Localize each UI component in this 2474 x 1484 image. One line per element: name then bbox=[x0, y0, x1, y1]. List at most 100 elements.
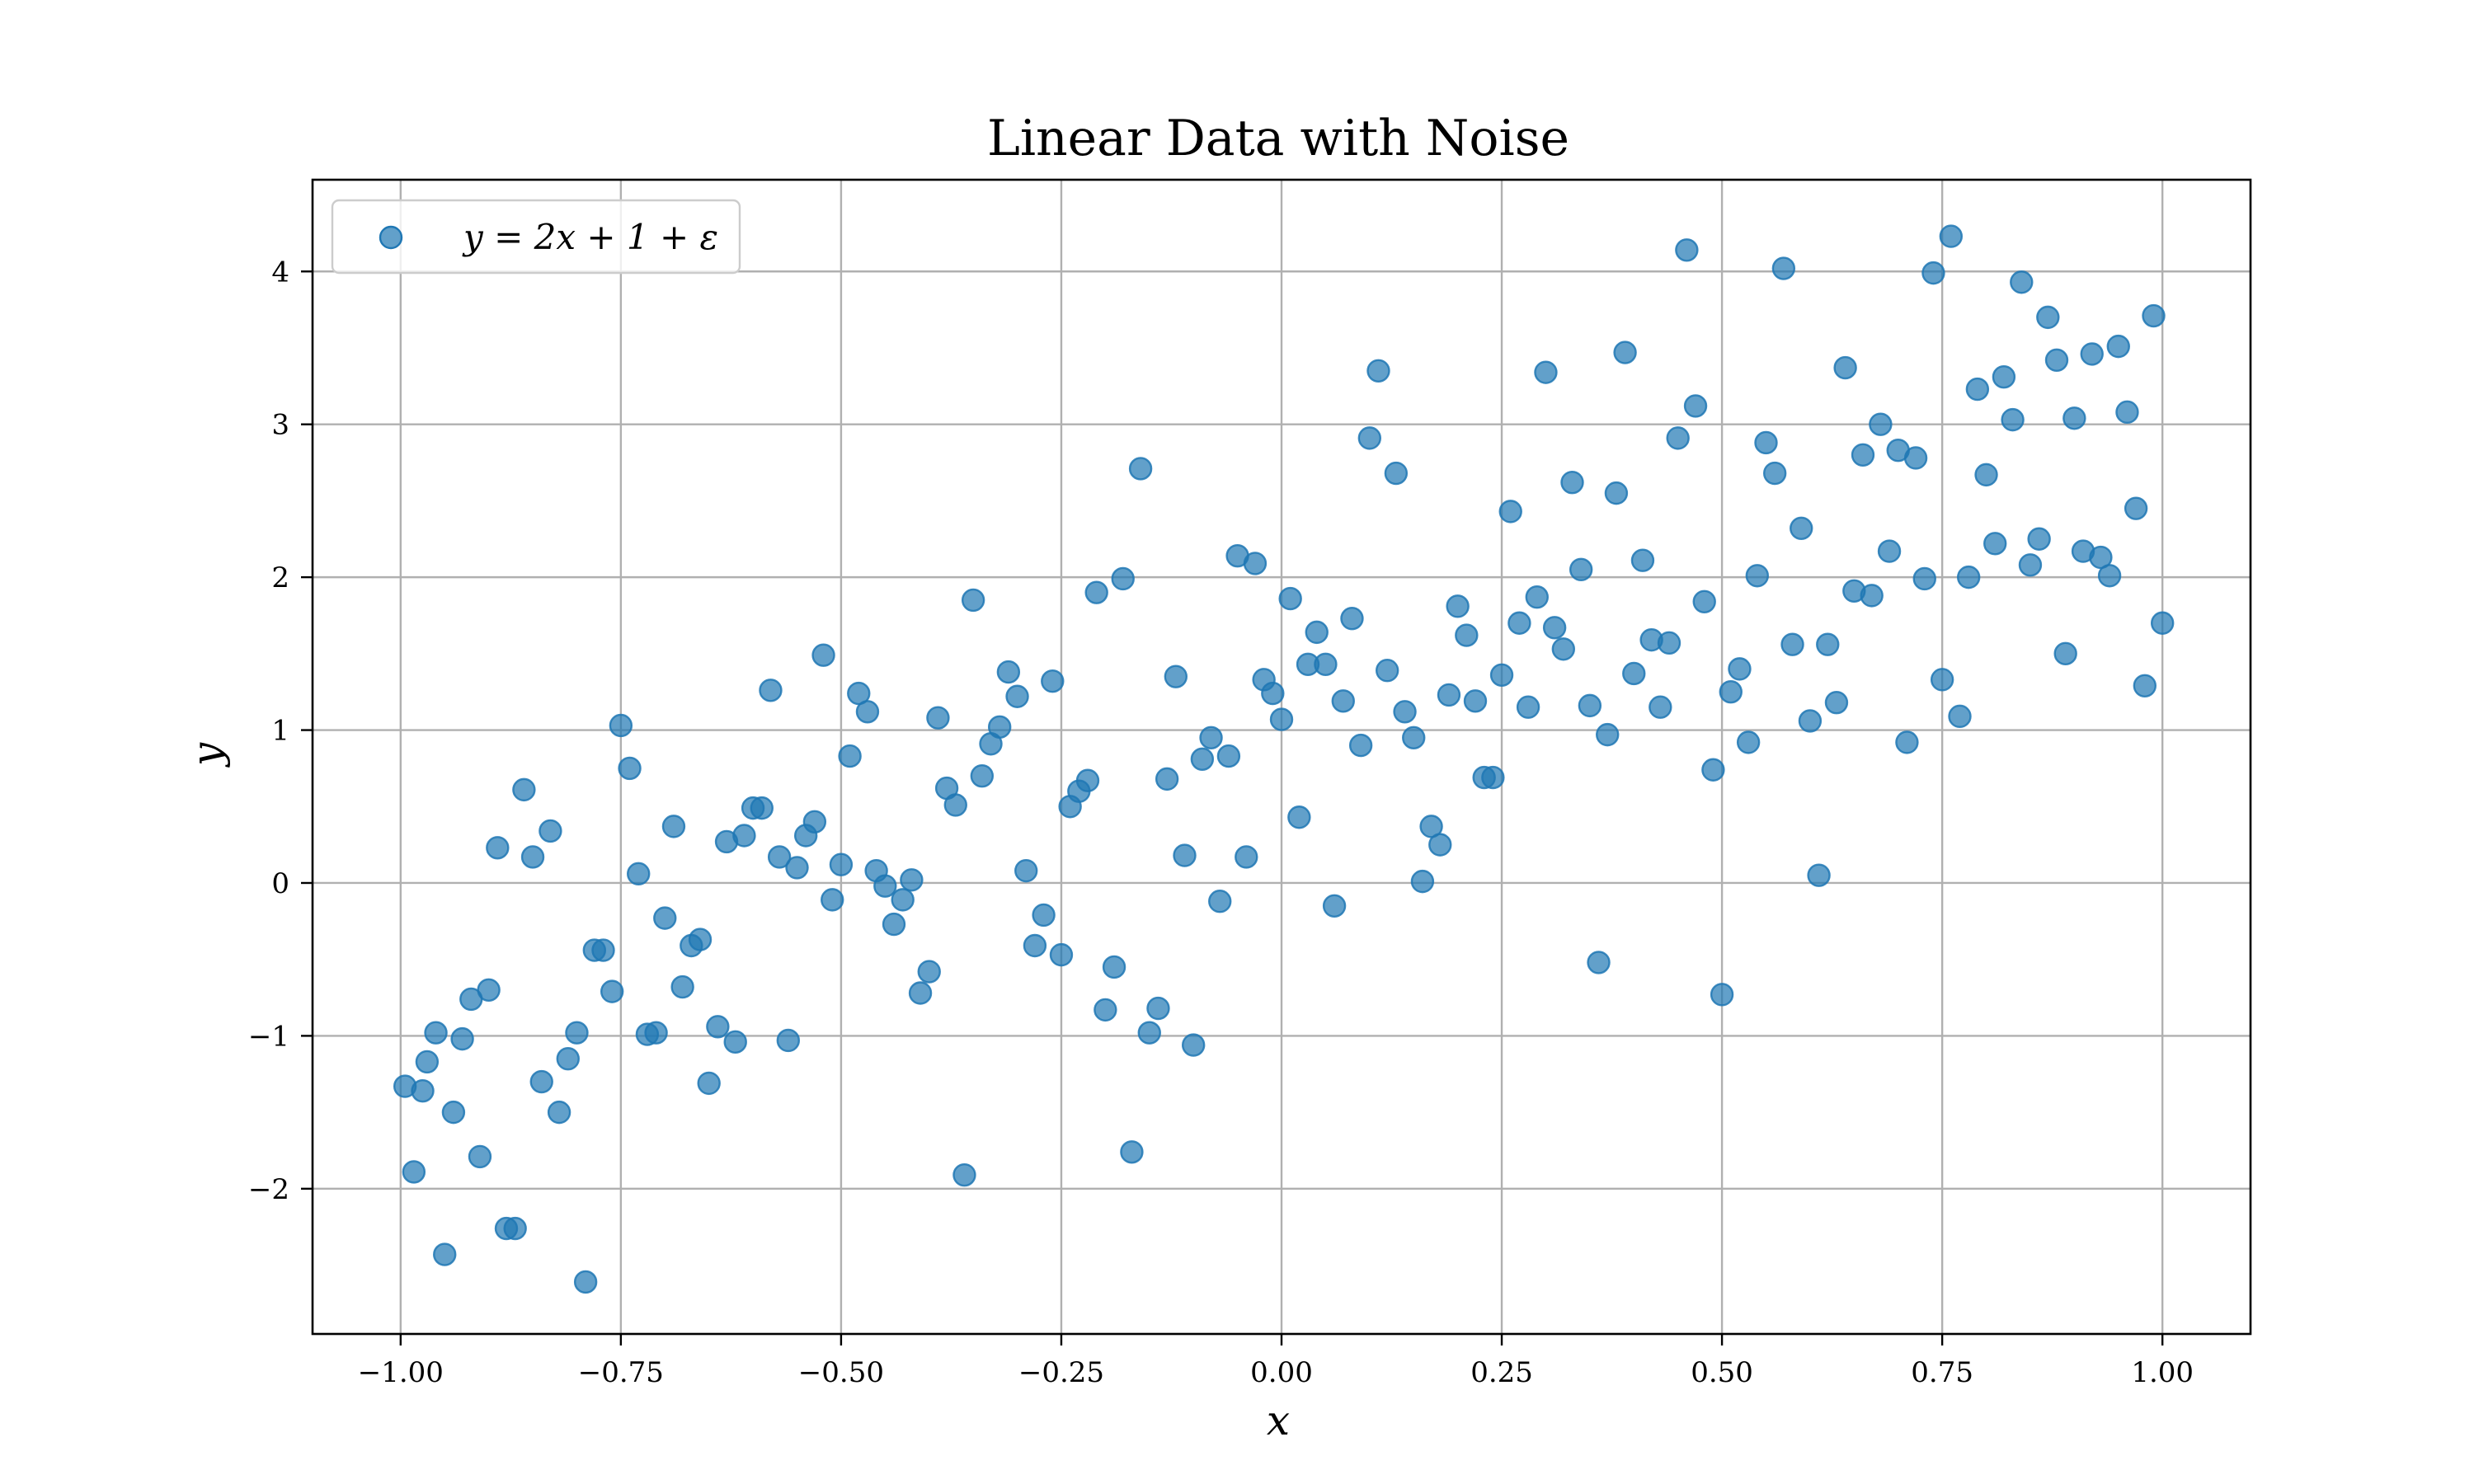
data-point bbox=[873, 874, 897, 898]
data-point bbox=[529, 1069, 553, 1094]
data-point bbox=[2036, 305, 2060, 330]
data-point bbox=[520, 845, 545, 869]
data-point bbox=[486, 836, 510, 860]
x-tick-label: −0.75 bbox=[578, 1356, 664, 1389]
data-point bbox=[2150, 611, 2175, 635]
data-point bbox=[1745, 564, 1770, 588]
data-point bbox=[1912, 566, 1936, 591]
data-point bbox=[1649, 695, 1672, 719]
data-point bbox=[1630, 548, 1655, 572]
data-point bbox=[1596, 722, 1620, 747]
data-point bbox=[1833, 355, 1857, 380]
data-point bbox=[2001, 407, 2025, 432]
y-tick-label: −1 bbox=[248, 1020, 289, 1053]
data-point bbox=[1877, 539, 1902, 563]
data-point bbox=[539, 819, 562, 843]
data-point bbox=[1613, 340, 1637, 364]
data-point bbox=[1965, 377, 1990, 402]
data-point bbox=[1542, 616, 1567, 640]
data-point bbox=[1895, 730, 1919, 754]
data-point bbox=[1128, 457, 1153, 481]
data-point bbox=[573, 1270, 598, 1294]
data-point bbox=[1208, 890, 1232, 913]
y-axis-label: y bbox=[183, 742, 231, 768]
data-point bbox=[653, 906, 677, 930]
data-point bbox=[1340, 606, 1364, 631]
data-point bbox=[1199, 726, 1223, 750]
data-point bbox=[1956, 565, 1981, 589]
data-point bbox=[943, 793, 967, 817]
x-tick-label: 0.50 bbox=[1691, 1356, 1753, 1389]
data-point bbox=[1357, 426, 1382, 450]
y-tick-label: −2 bbox=[248, 1173, 289, 1206]
data-point bbox=[1446, 594, 1470, 618]
data-point bbox=[1032, 903, 1056, 928]
data-point bbox=[2053, 641, 2077, 666]
data-point bbox=[1023, 933, 1047, 958]
data-point bbox=[1094, 998, 1117, 1022]
x-tick-label: 1.00 bbox=[2131, 1356, 2194, 1389]
data-point bbox=[1331, 689, 1355, 713]
data-point bbox=[1455, 623, 1479, 647]
data-point bbox=[1869, 412, 1893, 436]
x-axis-label: x bbox=[1267, 1397, 1290, 1444]
data-point bbox=[1261, 681, 1285, 706]
data-point bbox=[759, 679, 783, 702]
data-point bbox=[996, 660, 1021, 684]
data-point bbox=[661, 815, 686, 838]
data-point bbox=[512, 777, 536, 802]
legend-box bbox=[331, 199, 741, 275]
data-point bbox=[1463, 689, 1488, 713]
data-point bbox=[627, 862, 651, 886]
data-point bbox=[1014, 858, 1038, 883]
data-point bbox=[547, 1100, 571, 1125]
data-point bbox=[2062, 406, 2086, 430]
data-point bbox=[1604, 481, 1629, 505]
data-point bbox=[1410, 869, 1435, 894]
data-point bbox=[2115, 400, 2139, 425]
data-point bbox=[1216, 744, 1241, 768]
data-point bbox=[1790, 516, 1813, 540]
data-point bbox=[908, 981, 933, 1005]
data-point bbox=[1771, 256, 1796, 280]
y-tick-label: 2 bbox=[271, 561, 289, 594]
x-tick-label: −0.50 bbox=[798, 1356, 884, 1389]
data-point bbox=[917, 960, 941, 984]
data-point bbox=[2044, 348, 2069, 373]
data-point bbox=[1780, 632, 1804, 656]
data-point bbox=[1683, 394, 1708, 418]
data-point bbox=[1710, 983, 1734, 1007]
data-point bbox=[1921, 261, 1945, 285]
legend-label: y = 2x + 1 + ε bbox=[462, 217, 718, 257]
data-point bbox=[556, 1047, 580, 1071]
data-point bbox=[2010, 270, 2034, 294]
x-tick-label: 0.00 bbox=[1250, 1356, 1313, 1389]
data-point bbox=[1974, 463, 1998, 487]
data-point bbox=[961, 588, 985, 613]
data-point bbox=[1762, 461, 1787, 486]
data-point bbox=[1155, 767, 1179, 791]
data-point bbox=[618, 756, 642, 781]
y-axis-ticks: −2 −1 0 1 2 3 4 bbox=[248, 256, 313, 1206]
data-point bbox=[1719, 679, 1743, 704]
data-point bbox=[829, 852, 854, 876]
data-point bbox=[1235, 845, 1258, 869]
data-point bbox=[1498, 500, 1522, 524]
data-point bbox=[1041, 669, 1065, 693]
data-point bbox=[1322, 894, 1347, 918]
data-point bbox=[2097, 564, 2122, 588]
data-point bbox=[424, 1021, 448, 1045]
data-point bbox=[1754, 430, 1778, 455]
data-point bbox=[1816, 632, 1840, 656]
data-point bbox=[600, 979, 624, 1003]
data-point bbox=[1084, 580, 1108, 604]
data-point bbox=[503, 1216, 527, 1241]
data-point bbox=[411, 1078, 435, 1103]
data-point bbox=[1692, 589, 1716, 613]
data-point bbox=[1798, 709, 1823, 733]
data-point bbox=[2142, 303, 2166, 328]
data-point bbox=[1137, 1021, 1161, 1045]
legend: y = 2x + 1 + ε bbox=[331, 199, 741, 275]
data-point bbox=[1736, 730, 1761, 754]
data-point bbox=[926, 706, 950, 730]
